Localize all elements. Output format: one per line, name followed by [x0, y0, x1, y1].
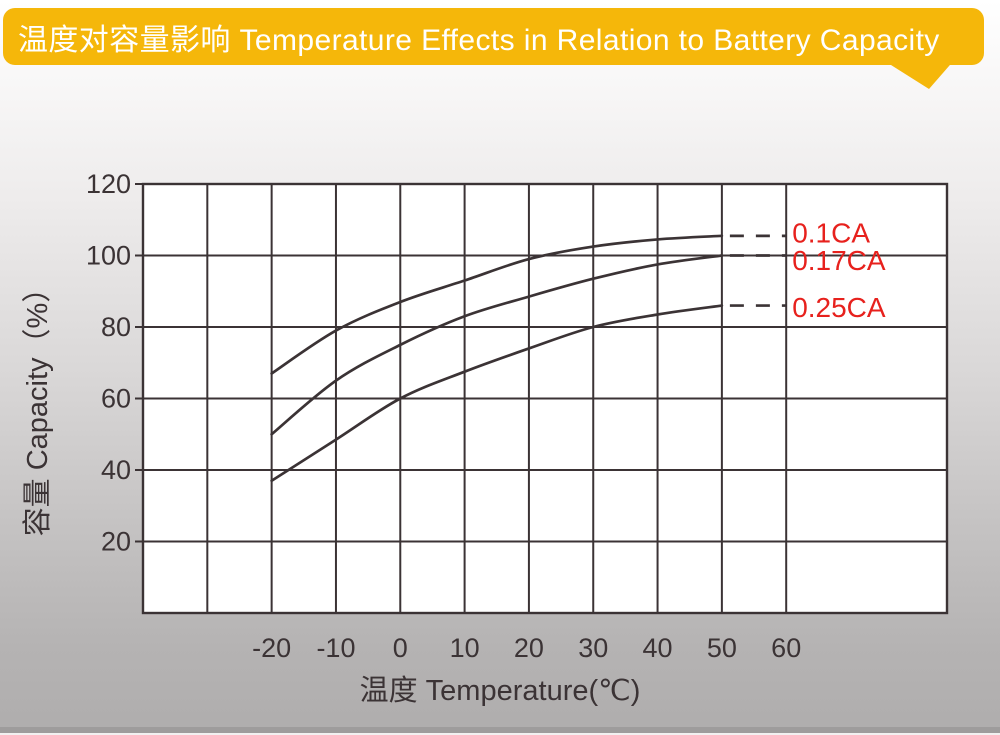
x-tick-label: 30 — [578, 633, 608, 663]
y-tick-label: 80 — [101, 312, 131, 342]
curve-0.1CA — [270, 234, 724, 375]
series-label-0.25CA: 0.25CA — [792, 292, 886, 323]
x-tick-label: -20 — [252, 633, 291, 663]
curve-0.25CA — [270, 304, 724, 483]
title-banner: 温度对容量影响 Temperature Effects in Relation … — [3, 8, 984, 65]
y-axis-title: 容量 Capacity（%） — [21, 274, 54, 537]
series-label-0.17CA: 0.17CA — [792, 245, 886, 276]
y-tick-label: 120 — [86, 169, 131, 199]
series-label-0.1CA: 0.1CA — [792, 217, 870, 248]
banner-title: 温度对容量影响 Temperature Effects in Relation … — [18, 23, 940, 57]
x-tick-label: 50 — [707, 633, 737, 663]
y-tick-label: 60 — [101, 384, 131, 414]
y-tick-label: 40 — [101, 455, 131, 485]
y-tick-label: 100 — [86, 241, 131, 271]
x-tick-label: 0 — [393, 633, 408, 663]
y-tick-label: 20 — [101, 527, 131, 557]
x-tick-label: 20 — [514, 633, 544, 663]
x-tick-label: -10 — [316, 633, 355, 663]
x-tick-label: 40 — [643, 633, 673, 663]
curve-0.17CA — [270, 254, 724, 436]
banner-tail-icon — [880, 58, 956, 89]
bottom-border-strip — [0, 727, 1000, 735]
x-tick-label: 10 — [450, 633, 480, 663]
x-axis-title: 温度 Temperature(℃) — [360, 674, 641, 707]
x-tick-label: 60 — [771, 633, 801, 663]
